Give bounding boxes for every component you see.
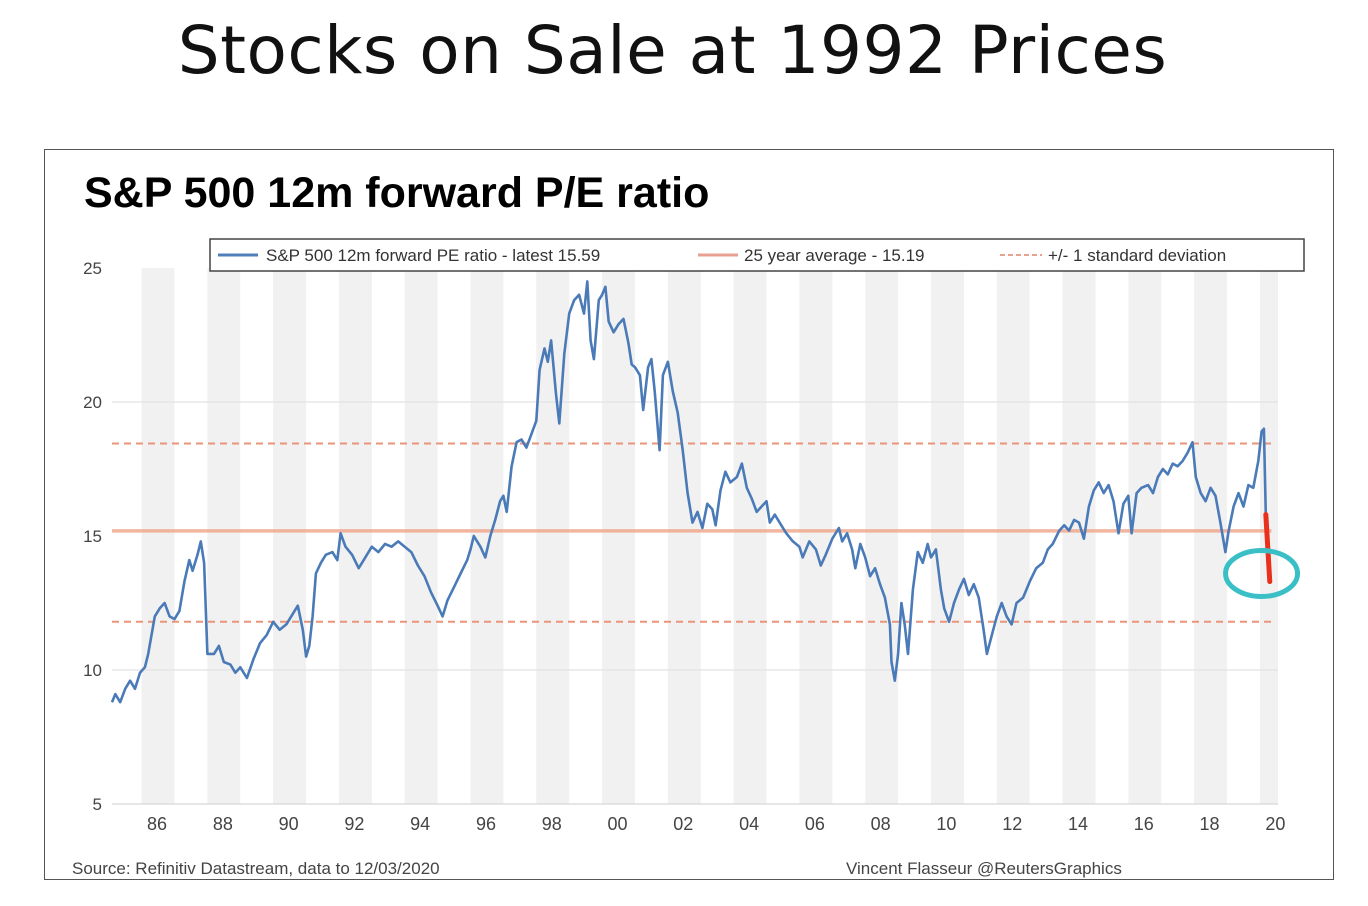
year-band [667, 268, 701, 804]
legend-label-average: 25 year average - 15.19 [744, 246, 925, 265]
slide-title: Stocks on Sale at 1992 Prices [177, 12, 1168, 89]
year-band [996, 268, 1030, 804]
gridlines [112, 401, 1278, 805]
x-tick-label: 96 [476, 814, 496, 834]
y-tick-label: 25 [83, 259, 102, 278]
year-band [338, 268, 372, 804]
year-band [470, 268, 504, 804]
x-tick-label: 00 [608, 814, 628, 834]
x-axis: 86 88 90 92 94 96 98 00 02 04 06 08 10 12 14 16 18 20 [147, 814, 1285, 834]
x-tick-label: 14 [1068, 814, 1088, 834]
x-tick-label: 92 [344, 814, 364, 834]
annotations [1223, 512, 1301, 600]
x-tick-label: 02 [673, 814, 693, 834]
y-axis: 5 10 15 20 25 [83, 259, 102, 814]
legend: S&P 500 12m forward PE ratio - latest 15… [209, 238, 1305, 272]
legend-box [209, 238, 1305, 272]
year-band [1062, 268, 1096, 804]
year-band [273, 268, 307, 804]
year-band [141, 268, 175, 804]
year-band [1128, 268, 1162, 804]
y-tick-label: 20 [83, 393, 102, 412]
chart-title: S&P 500 12m forward P/E ratio [84, 169, 709, 217]
x-tick-label: 04 [739, 814, 759, 834]
year-band [799, 268, 833, 804]
x-tick-label: 86 [147, 814, 167, 834]
source-note: Source: Refinitiv Datastream, data to 12… [72, 859, 440, 878]
series-line-pe-ratio [110, 280, 1268, 704]
x-tick-label: 20 [1265, 814, 1285, 834]
year-bands [141, 268, 1278, 804]
x-tick-label: 90 [279, 814, 299, 834]
legend-label-pe: S&P 500 12m forward PE ratio - latest 15… [266, 246, 600, 265]
x-tick-label: 94 [410, 814, 430, 834]
year-band [733, 268, 767, 804]
x-tick-label: 08 [871, 814, 891, 834]
year-band [930, 268, 964, 804]
legend-label-stddev: +/- 1 standard deviation [1048, 246, 1226, 265]
x-tick-label: 16 [1134, 814, 1154, 834]
year-band [207, 268, 241, 804]
x-tick-label: 18 [1200, 814, 1220, 834]
credit-note: Vincent Flasseur @ReutersGraphics [846, 859, 1122, 878]
x-tick-label: 12 [1002, 814, 1022, 834]
y-tick-label: 10 [83, 661, 102, 680]
red-drop-annotation [1263, 512, 1273, 585]
x-tick-label: 10 [936, 814, 956, 834]
year-band [865, 268, 899, 804]
circled-low-annotation [1223, 548, 1301, 600]
series-layer [110, 280, 1268, 704]
x-tick-label: 88 [213, 814, 233, 834]
y-tick-label: 5 [93, 795, 102, 814]
reference-lines [112, 442, 1272, 623]
x-tick-label: 06 [805, 814, 825, 834]
y-tick-label: 15 [83, 527, 102, 546]
year-band [404, 268, 438, 804]
x-tick-label: 98 [542, 814, 562, 834]
